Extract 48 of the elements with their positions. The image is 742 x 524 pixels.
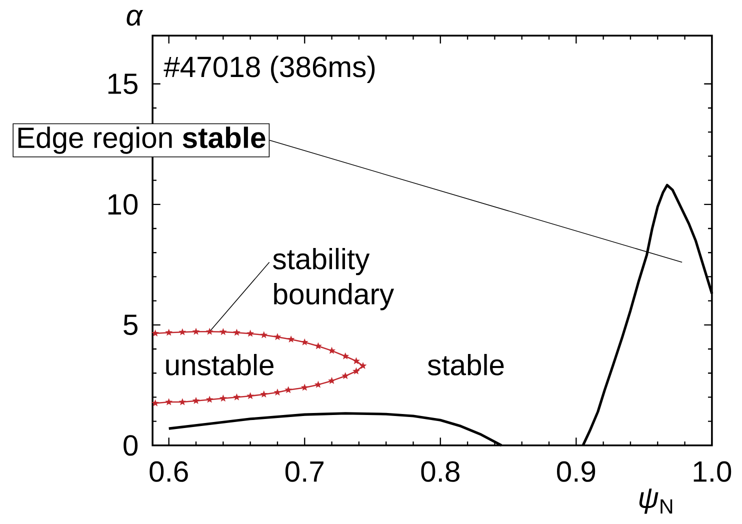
point xyxy=(152,330,159,337)
point xyxy=(359,362,367,370)
point xyxy=(206,396,214,404)
annotation: Edge region stable xyxy=(18,126,266,154)
x-axis-title: ψ$_{N}$ xyxy=(639,488,672,514)
x-tick-label: 0.7 xyxy=(285,461,324,482)
point xyxy=(352,357,360,364)
y-tick-label: 10 xyxy=(108,194,138,215)
x-tick-label: 1.0 xyxy=(694,461,732,482)
point xyxy=(178,398,186,406)
point xyxy=(342,352,350,360)
point xyxy=(314,381,322,388)
point xyxy=(342,372,350,380)
x-tick-label: 0.6 xyxy=(150,461,188,482)
point xyxy=(152,400,159,407)
point xyxy=(300,384,308,391)
point xyxy=(233,394,240,401)
point xyxy=(206,328,214,336)
point xyxy=(274,333,282,340)
point xyxy=(165,328,173,336)
point xyxy=(260,390,268,398)
annotation: #47018 (386ms) xyxy=(164,56,375,84)
point xyxy=(219,328,227,336)
point xyxy=(192,328,200,336)
point xyxy=(352,368,360,375)
point xyxy=(246,392,254,400)
annotation: unstable xyxy=(166,354,274,376)
point xyxy=(328,347,336,354)
x-tick-label: 0.9 xyxy=(557,461,596,482)
point xyxy=(284,386,292,394)
x-tick-label: 0.8 xyxy=(421,461,460,482)
point xyxy=(260,331,268,338)
y-tick-label: 15 xyxy=(108,74,138,94)
point xyxy=(314,342,322,350)
point xyxy=(192,397,200,404)
y-tick-label: 0 xyxy=(124,435,138,456)
point xyxy=(274,388,282,396)
y-axis-title: α xyxy=(126,10,144,26)
annotation: stable xyxy=(428,354,504,376)
y-tick-label: 5 xyxy=(124,314,138,336)
point xyxy=(165,398,173,406)
point xyxy=(219,394,227,402)
point xyxy=(233,328,240,336)
point xyxy=(246,330,254,337)
point xyxy=(328,377,336,384)
point xyxy=(287,336,295,343)
annotation: stability boundary xyxy=(273,248,394,310)
point xyxy=(178,328,186,336)
